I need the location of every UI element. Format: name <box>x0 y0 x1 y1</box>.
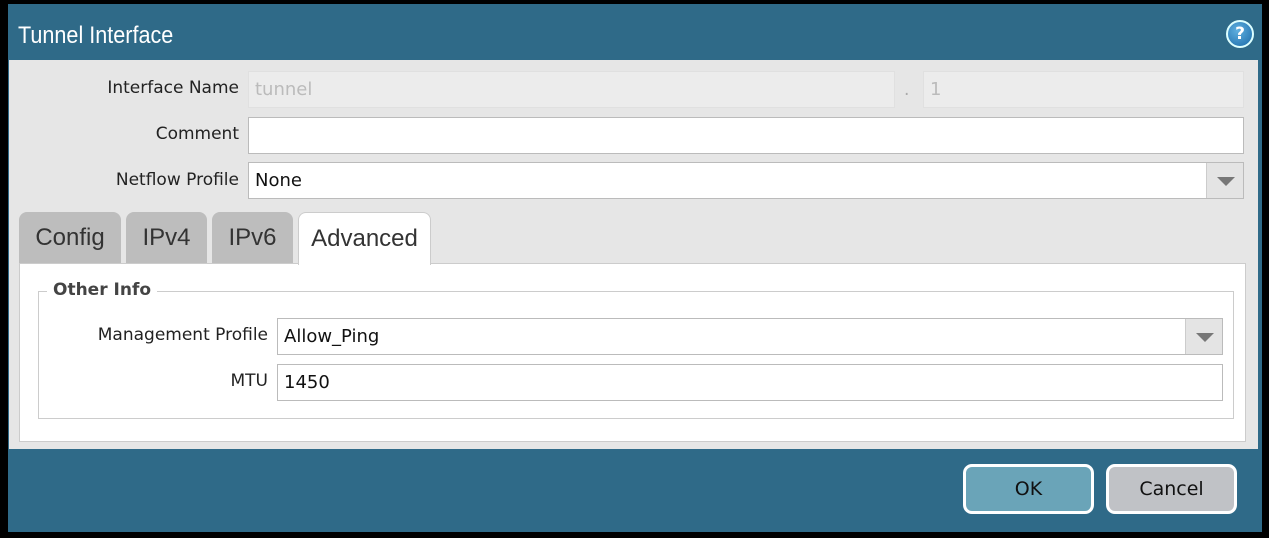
advanced-panel: Other Info Management Profile Allow_Ping… <box>19 263 1246 442</box>
cancel-button[interactable]: Cancel <box>1106 464 1237 514</box>
comment-input[interactable] <box>248 117 1244 154</box>
tunnel-interface-dialog: Tunnel Interface ? Interface Name tunnel… <box>8 4 1262 532</box>
netflow-profile-value: None <box>255 170 302 191</box>
help-icon[interactable]: ? <box>1226 20 1254 48</box>
management-profile-select[interactable]: Allow_Ping <box>277 318 1223 355</box>
mtu-input[interactable]: 1450 <box>277 364 1223 401</box>
dialog-body: Interface Name tunnel . 1 Comment Netflo… <box>9 60 1258 449</box>
interface-number-input: 1 <box>923 71 1244 108</box>
netflow-profile-select[interactable]: None <box>248 162 1244 199</box>
chevron-down-icon[interactable] <box>1185 319 1222 354</box>
tab-config[interactable]: Config <box>19 212 121 264</box>
netflow-profile-label: Netflow Profile <box>115 170 239 190</box>
interface-name-label: Interface Name <box>107 78 239 98</box>
management-profile-label: Management Profile <box>97 325 268 345</box>
tab-advanced[interactable]: Advanced <box>298 212 431 265</box>
section-title: Other Info <box>47 280 158 300</box>
tab-ipv6[interactable]: IPv6 <box>212 212 293 264</box>
ok-button[interactable]: OK <box>963 464 1094 514</box>
comment-label: Comment <box>155 124 239 144</box>
interface-name-input: tunnel <box>248 71 895 108</box>
management-profile-value: Allow_Ping <box>284 326 380 347</box>
other-info-section: Other Info Management Profile Allow_Ping… <box>38 280 1234 419</box>
separator: . <box>904 80 910 100</box>
dialog-title: Tunnel Interface <box>18 22 174 49</box>
mtu-label: MTU <box>230 371 269 391</box>
tab-ipv4[interactable]: IPv4 <box>126 212 207 264</box>
chevron-down-icon[interactable] <box>1206 163 1243 198</box>
